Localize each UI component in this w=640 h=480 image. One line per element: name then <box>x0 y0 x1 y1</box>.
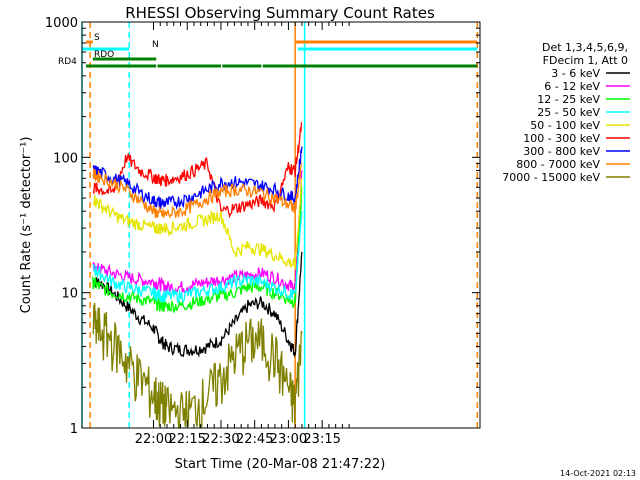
y-tick-label-2: 100 <box>53 151 78 166</box>
series-line-8 <box>92 302 303 428</box>
y-tick-label-1: 10 <box>61 287 78 302</box>
legend-header-0: Det 1,3,4,5,6,9, <box>542 41 628 54</box>
series-line-0 <box>92 251 303 359</box>
legend-label-3: 25 - 50 keV <box>537 106 600 119</box>
legend-header-1: FDecim 1, Att 0 <box>543 54 628 67</box>
series-line-7 <box>92 163 303 219</box>
flag-label-rd4: RD4 <box>58 57 77 67</box>
flag-label-rdo: RDO <box>94 50 114 60</box>
legend-label-6: 300 - 800 keV <box>523 145 600 158</box>
x-tick-label-2: 22:30 <box>202 432 239 447</box>
x-tick-label-4: 23:00 <box>270 432 307 447</box>
x-tick-label-0: 22:00 <box>135 432 172 447</box>
legend-label-4: 50 - 100 keV <box>530 119 600 132</box>
x-tick-label-3: 22:45 <box>236 432 273 447</box>
legend-label-0: 3 - 6 keV <box>551 67 600 80</box>
flag-label-n: N <box>152 40 159 50</box>
flag-label-s: S <box>94 33 100 43</box>
series-line-1 <box>92 170 303 296</box>
series-line-2 <box>92 187 303 313</box>
plot-frame <box>81 21 481 429</box>
legend-label-8: 7000 - 15000 keV <box>502 171 600 184</box>
chart-title: RHESSI Observing Summary Count Rates <box>125 4 435 22</box>
legend-label-5: 100 - 300 keV <box>523 132 600 145</box>
series-line-3 <box>92 211 303 303</box>
x-axis-label: Start Time (20-Mar-08 21:47:22) <box>175 457 386 472</box>
y-tick-label-0: 1 <box>70 422 78 437</box>
legend-label-2: 12 - 25 keV <box>537 93 600 106</box>
x-tick-label-1: 22:15 <box>168 432 205 447</box>
series-line-4 <box>92 178 303 270</box>
legend-label-7: 800 - 7000 keV <box>516 158 600 171</box>
footer-timestamp: 14-Oct-2021 02:13 <box>560 469 636 478</box>
y-axis-label: Count Rate (s⁻¹ detector⁻¹) <box>19 137 34 314</box>
legend-label-1: 6 - 12 keV <box>544 80 600 93</box>
y-tick-label-3: 1000 <box>45 16 78 31</box>
series-line-5 <box>92 122 303 219</box>
x-tick-label-5: 23:15 <box>303 432 340 447</box>
